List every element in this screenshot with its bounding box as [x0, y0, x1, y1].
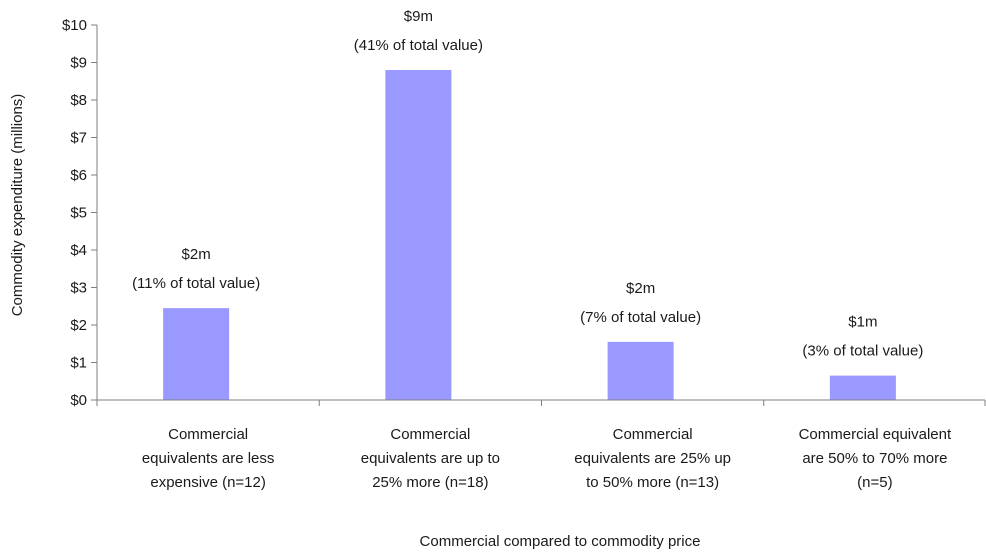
category-label: Commercial equivalent are 50% to 70% more…: [799, 426, 952, 491]
category-label-line: equivalents are up to: [361, 450, 500, 467]
category-label-line: expensive (n=12): [150, 474, 266, 491]
data-label-value: $1m: [848, 314, 877, 331]
y-tick-label: $1: [70, 355, 87, 372]
bar: [829, 375, 896, 400]
data-label-value: $2m: [182, 246, 211, 263]
data-labels: $2m (11% of total value) $9m (41% of total …: [132, 8, 923, 360]
y-axis: $0 $1 $2 $3 $4 $5 $6 $7 $8 $9 $10: [62, 17, 98, 409]
bar: [385, 70, 452, 400]
bar: [607, 341, 674, 400]
y-tick-label: $6: [70, 167, 87, 184]
data-label-percent: (7% of total value): [580, 309, 701, 326]
category-label-line: to 50% more (n=13): [586, 474, 719, 491]
category-label: Commercial equivalents are 25% up to 50% m…: [574, 426, 731, 491]
category-label-line: (n=5): [857, 474, 892, 491]
y-tick-label: $9: [70, 55, 87, 72]
category-label-line: 25% more (n=18): [372, 474, 488, 491]
y-tick-label: $4: [70, 242, 87, 259]
x-axis: Commercial equivalents are less expensive …: [96, 399, 986, 491]
y-tick-label: $3: [70, 280, 87, 297]
y-tick-label: $7: [70, 130, 87, 147]
x-axis-title: Commercial compared to commodity price: [420, 533, 701, 550]
category-label-line: Commercial: [390, 426, 470, 443]
bar: [163, 308, 230, 400]
category-label-line: are 50% to 70% more: [802, 450, 947, 467]
y-tick-label: $2: [70, 317, 87, 334]
y-tick-label: $0: [70, 392, 87, 409]
y-tick-label: $10: [62, 17, 87, 34]
category-label: Commercial equivalents are less expensive …: [142, 426, 275, 491]
category-label-line: Commercial: [168, 426, 248, 443]
data-label-percent: (3% of total value): [802, 343, 923, 360]
category-label: Commercial equivalents are up to 25% more …: [361, 426, 500, 491]
data-label-value: $9m: [404, 8, 433, 25]
bars: [163, 70, 896, 400]
y-tick-label: $5: [70, 205, 87, 222]
y-tick-label: $8: [70, 92, 87, 109]
data-label-percent: (41% of total value): [354, 37, 483, 54]
y-axis-title: Commodity expenditure (millions): [9, 94, 26, 317]
data-label-value: $2m: [626, 280, 655, 297]
data-label-percent: (11% of total value): [132, 275, 260, 292]
category-label-line: Commercial: [613, 426, 693, 443]
category-label-line: equivalents are less: [142, 450, 275, 467]
category-label-line: equivalents are 25% up: [574, 450, 731, 467]
category-label-line: Commercial equivalent: [799, 426, 952, 443]
